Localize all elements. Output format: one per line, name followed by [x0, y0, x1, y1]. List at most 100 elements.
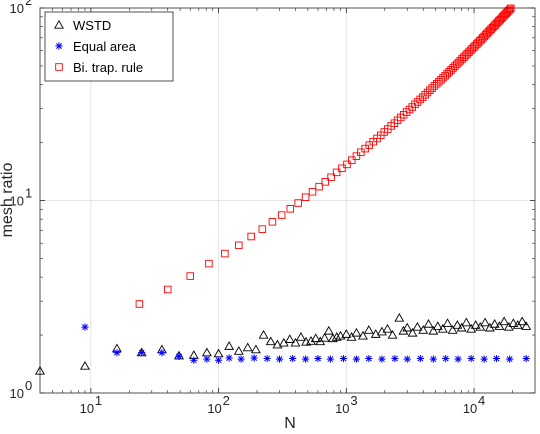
data-point [310, 333, 321, 343]
data-point [408, 103, 416, 111]
y-tick-label: 10 [10, 386, 24, 401]
data-point [504, 6, 513, 15]
data-point [289, 354, 297, 363]
data-point [416, 354, 424, 363]
data-point [402, 322, 413, 332]
data-point [190, 356, 198, 364]
data-point [394, 312, 405, 322]
data-point [314, 354, 322, 363]
data-point [447, 66, 455, 74]
data-point [454, 355, 462, 363]
data-point [233, 346, 244, 355]
data-point [480, 355, 488, 363]
data-point [443, 69, 451, 78]
legend-box [44, 11, 174, 82]
data-point [508, 318, 519, 327]
data-point [258, 329, 269, 339]
data-point [295, 332, 306, 341]
data-point [363, 325, 374, 334]
data-point [135, 300, 144, 308]
data-point [327, 173, 335, 182]
x-tick-label: 10 [463, 401, 477, 416]
data-point [339, 354, 348, 363]
data-point [268, 218, 277, 226]
data-point [323, 325, 334, 335]
data-point [113, 349, 121, 357]
data-point [277, 211, 286, 219]
legend-marker [55, 42, 63, 50]
data-point [487, 25, 495, 33]
data-point [326, 355, 334, 363]
data-point [163, 285, 172, 294]
data-point [418, 325, 429, 334]
data-point [331, 332, 342, 341]
data-point [286, 205, 294, 213]
data-point [343, 160, 351, 169]
data-point [352, 152, 361, 160]
data-point [357, 330, 368, 340]
data-point [237, 355, 245, 363]
x-tick-label: 10 [207, 401, 221, 416]
data-point [158, 349, 166, 357]
data-point [405, 105, 414, 114]
data-point [428, 84, 436, 92]
series-1 [81, 323, 530, 364]
data-point [81, 323, 89, 331]
data-point [308, 188, 317, 196]
data-point [490, 22, 498, 31]
data-point [294, 199, 302, 207]
y-axis-label: mesh ratio [0, 163, 16, 238]
data-point [418, 93, 427, 101]
data-point [351, 327, 362, 337]
data-point [437, 323, 448, 333]
data-point [301, 193, 310, 201]
y-tick-label: 10 [10, 1, 24, 16]
data-point [480, 317, 491, 327]
data-point [225, 354, 233, 362]
data-point [489, 318, 500, 328]
data-point [242, 342, 253, 352]
legend-entry: Equal area [73, 39, 137, 54]
data-point [235, 241, 243, 250]
data-point [205, 259, 213, 268]
data-point [461, 317, 472, 327]
x-axis-label: N [284, 415, 296, 432]
data-point [315, 182, 323, 191]
data-point [341, 329, 352, 338]
data-point [175, 352, 183, 360]
legend-entry: Bi. trap. rule [73, 60, 143, 75]
legend-marker [54, 19, 64, 29]
data-point [35, 365, 45, 375]
data-point [338, 164, 346, 173]
x-tick-label: 10 [80, 401, 94, 416]
data-point [250, 354, 258, 362]
data-point [387, 329, 398, 339]
y-tick-exponent: 2 [25, 0, 32, 8]
x-tick-exponent: 2 [223, 393, 230, 408]
data-point [398, 325, 409, 335]
data-point [382, 323, 393, 333]
series-2 [135, 4, 515, 308]
data-point [430, 82, 439, 90]
data-point [439, 73, 447, 82]
x-tick-label: 10 [335, 401, 349, 416]
data-point [335, 330, 346, 340]
data-point [265, 336, 276, 346]
data-point [306, 336, 316, 345]
y-tick-exponent: 0 [25, 378, 32, 393]
legend-entry: WSTD [73, 18, 111, 33]
data-point [214, 356, 223, 364]
data-point [428, 325, 439, 335]
data-point [505, 5, 514, 14]
data-point [411, 100, 419, 109]
data-point [522, 354, 530, 363]
data-point [507, 4, 515, 13]
data-point [499, 316, 510, 326]
data-point [221, 249, 229, 258]
data-point [447, 325, 458, 334]
data-point [301, 355, 310, 363]
data-point [403, 355, 411, 363]
data-point [138, 349, 146, 357]
